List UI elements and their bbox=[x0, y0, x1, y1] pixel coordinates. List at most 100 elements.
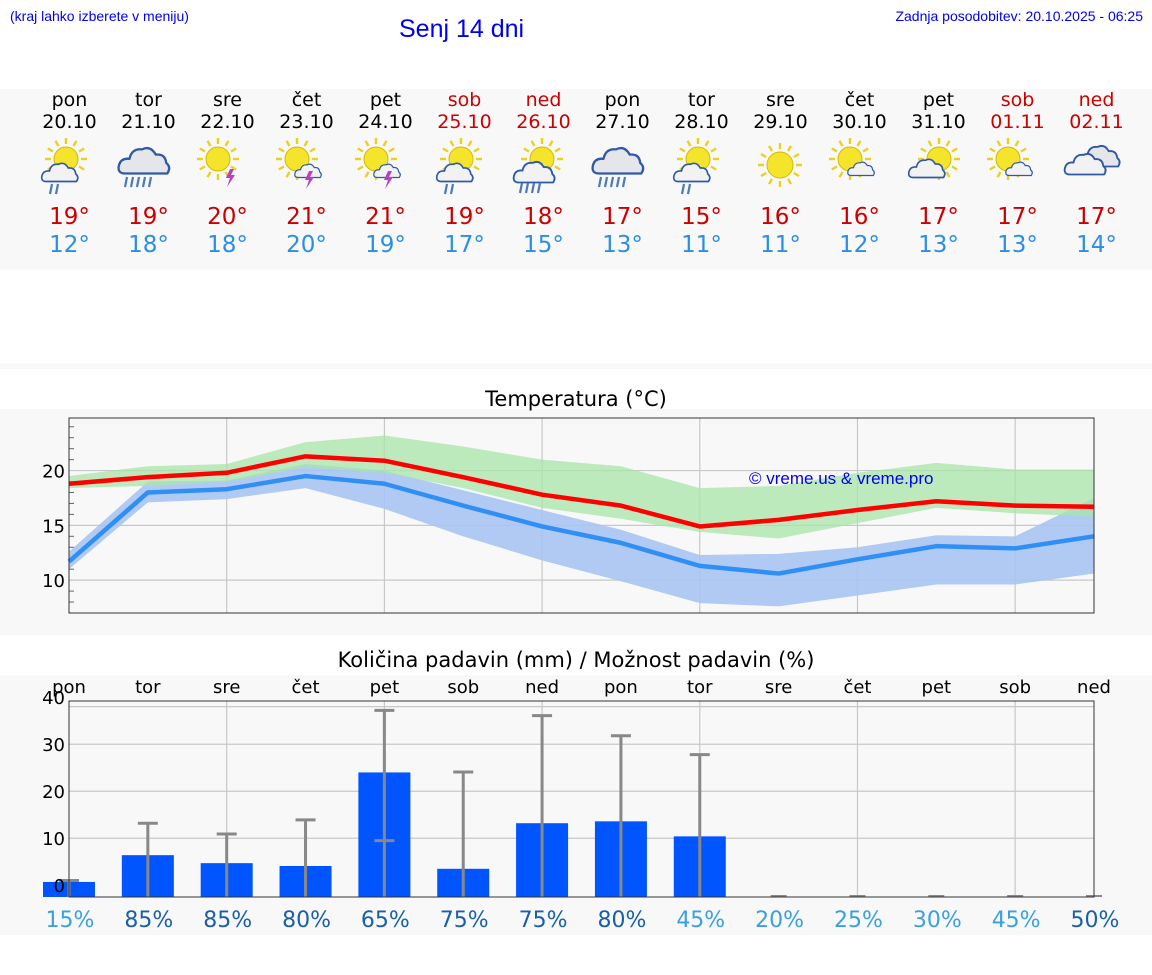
min-temperature: 20° bbox=[286, 232, 327, 258]
day-date: 25.10 bbox=[437, 111, 492, 133]
precipitation-probability: 45% bbox=[992, 908, 1041, 933]
min-temperature: 13° bbox=[602, 232, 643, 258]
watermark: © vreme.us & vreme.pro bbox=[749, 469, 933, 488]
precipitation-probability: 50% bbox=[1071, 908, 1120, 933]
plot-frame bbox=[68, 417, 1095, 614]
precipitation-probability: 65% bbox=[361, 908, 410, 933]
day-column: sob 25.10 19° 17° bbox=[425, 89, 504, 259]
max-temperature: 18° bbox=[523, 204, 564, 230]
sun-small-cloud-icon bbox=[820, 133, 899, 203]
precipitation-probability: 25% bbox=[834, 908, 883, 933]
day-name: ned bbox=[525, 89, 562, 111]
y-tick-label: 15 bbox=[42, 516, 65, 537]
day-name: sob bbox=[1000, 89, 1035, 111]
min-temperature: 14° bbox=[1076, 232, 1117, 258]
precipitation-probability: 75% bbox=[519, 908, 568, 933]
x-tick-label: ned bbox=[525, 677, 559, 698]
sun-cloud-rain-icon bbox=[425, 133, 504, 203]
sun-cloud-thunder-icon bbox=[267, 133, 346, 203]
max-temperature: 19° bbox=[444, 204, 485, 230]
day-date: 01.11 bbox=[990, 111, 1045, 133]
y-tick-label: 10 bbox=[42, 829, 65, 850]
day-name: čet bbox=[291, 89, 322, 111]
y-tick-label: 30 bbox=[42, 735, 65, 756]
max-temperature: 17° bbox=[602, 204, 643, 230]
sun-icon bbox=[741, 133, 820, 203]
precipitation-probability: 15% bbox=[46, 908, 95, 933]
sun-small-cloud-icon bbox=[978, 133, 1057, 203]
day-column: sre 29.10 16° 11° bbox=[741, 89, 820, 259]
day-column: tor 21.10 19° 18° bbox=[109, 89, 188, 259]
clouds-icon bbox=[1057, 133, 1136, 203]
y-tick-label: 0 bbox=[54, 876, 65, 897]
precipitation-probability: 20% bbox=[755, 908, 804, 933]
day-date: 29.10 bbox=[753, 111, 808, 133]
day-name: tor bbox=[135, 89, 162, 111]
cloud-heavy-rain-icon bbox=[109, 133, 188, 203]
max-temperature: 15° bbox=[681, 204, 722, 230]
day-column: sob 01.11 17° 13° bbox=[978, 89, 1057, 259]
max-temperature: 20° bbox=[207, 204, 248, 230]
x-tick-label: sre bbox=[765, 677, 792, 698]
day-date: 24.10 bbox=[358, 111, 413, 133]
min-temperature: 12° bbox=[49, 232, 90, 258]
day-column: čet 23.10 21° 20° bbox=[267, 89, 346, 259]
day-name: tor bbox=[688, 89, 715, 111]
min-temperature: 18° bbox=[207, 232, 248, 258]
min-temperature: 13° bbox=[918, 232, 959, 258]
x-tick-label: pet bbox=[922, 677, 952, 698]
day-name: pet bbox=[369, 89, 402, 111]
precipitation-probability: 85% bbox=[124, 908, 173, 933]
day-name: sob bbox=[447, 89, 482, 111]
x-tick-label: sob bbox=[999, 677, 1031, 698]
day-name: čet bbox=[844, 89, 875, 111]
day-column: ned 26.10 18° 15° bbox=[504, 89, 583, 259]
x-tick-label: tor bbox=[687, 677, 713, 698]
max-temperature: 17° bbox=[997, 204, 1038, 230]
y-tick-label: 20 bbox=[42, 462, 65, 483]
x-tick-label: pon bbox=[52, 677, 86, 698]
daily-forecast-band bbox=[0, 89, 1152, 270]
max-temperature: 16° bbox=[760, 204, 801, 230]
plot-frame bbox=[68, 700, 1095, 898]
x-tick-label: sre bbox=[213, 677, 240, 698]
min-temperature: 19° bbox=[365, 232, 406, 258]
last-updated: Zadnja posodobitev: 20.10.2025 - 06:25 bbox=[895, 8, 1143, 24]
day-column: pon 27.10 17° 13° bbox=[583, 89, 662, 259]
sun-cloud-icon bbox=[899, 133, 978, 203]
min-temperature: 17° bbox=[444, 232, 485, 258]
precipitation-chart-title: Količina padavin (mm) / Možnost padavin … bbox=[337, 648, 815, 672]
sun-cloud-rain-icon bbox=[30, 133, 109, 203]
page-title: Senj 14 dni bbox=[399, 15, 525, 43]
location-menu-hint: (kraj lahko izberete v meniju) bbox=[10, 8, 189, 24]
day-column: čet 30.10 16° 12° bbox=[820, 89, 899, 259]
day-date: 21.10 bbox=[121, 111, 176, 133]
day-column: tor 28.10 15° 11° bbox=[662, 89, 741, 259]
precipitation-probability: 80% bbox=[597, 908, 646, 933]
y-tick-label: 10 bbox=[42, 571, 65, 592]
min-temperature: 11° bbox=[760, 232, 801, 258]
max-temperature-line bbox=[68, 454, 1095, 529]
x-tick-label: tor bbox=[135, 677, 161, 698]
sun-cloud-rain-icon bbox=[662, 133, 741, 203]
day-column: pet 24.10 21° 19° bbox=[346, 89, 425, 259]
max-temperature: 21° bbox=[286, 204, 327, 230]
precipitation-probability: 30% bbox=[913, 908, 962, 933]
x-tick-label: pon bbox=[604, 677, 638, 698]
min-temperature: 11° bbox=[681, 232, 722, 258]
sun-cloud-heavy-rain-icon bbox=[504, 133, 583, 203]
max-temperature: 19° bbox=[128, 204, 169, 230]
min-temperature: 13° bbox=[997, 232, 1038, 258]
cloud-heavy-rain-icon bbox=[583, 133, 662, 203]
day-name: ned bbox=[1078, 89, 1115, 111]
day-date: 20.10 bbox=[42, 111, 97, 133]
separator bbox=[0, 363, 1152, 369]
day-name: sre bbox=[766, 89, 795, 111]
day-name: pet bbox=[922, 89, 955, 111]
day-column: pet 31.10 17° 13° bbox=[899, 89, 978, 259]
day-date: 23.10 bbox=[279, 111, 334, 133]
temperature-chart-title: Temperatura (°C) bbox=[485, 387, 667, 411]
x-tick-label: ned bbox=[1077, 677, 1111, 698]
max-temperature: 21° bbox=[365, 204, 406, 230]
